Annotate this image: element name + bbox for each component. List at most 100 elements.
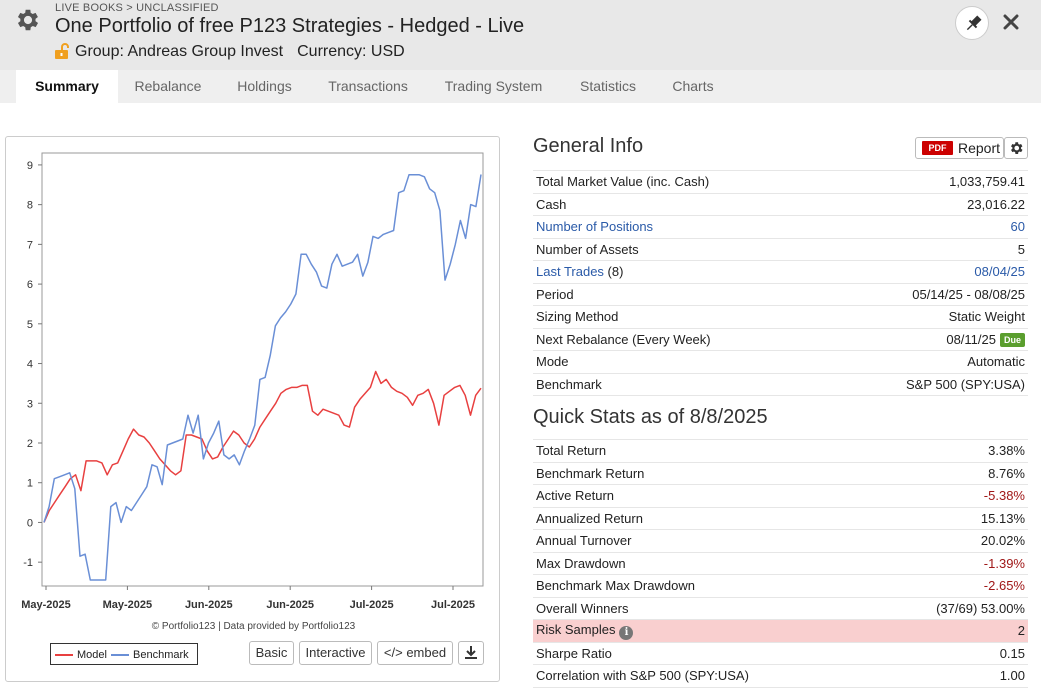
y-tick-label: 5: [27, 319, 33, 331]
row-value: 2: [878, 619, 1028, 643]
pin-icon: [966, 15, 982, 31]
x-tick-label: Jun-2025: [266, 599, 314, 611]
info-icon[interactable]: i: [619, 625, 634, 640]
portfolio-header: LIVE BOOKS > UNCLASSIFIED One Portfolio …: [0, 0, 1041, 70]
tab-transactions[interactable]: Transactions: [328, 78, 408, 94]
row-label: Annualized Return: [533, 507, 879, 530]
positions-count-link[interactable]: 60: [825, 215, 1028, 239]
table-row: Overall Winners (37/69) 53.00%: [533, 597, 1028, 620]
embed-button[interactable]: </> embed: [377, 641, 453, 665]
row-value: -5.38%: [878, 484, 1028, 508]
tab-statistics[interactable]: Statistics: [579, 78, 636, 94]
row-label: Max Drawdown: [533, 552, 879, 575]
x-tick-label: Jun-2025: [185, 599, 233, 611]
table-row: Number of Assets 5: [533, 238, 1028, 261]
row-label: Total Return: [533, 439, 879, 463]
row-value: 23,016.22: [825, 193, 1028, 216]
y-tick-label: 7: [27, 239, 33, 251]
number-of-positions-link[interactable]: Number of Positions: [533, 215, 826, 239]
report-settings-button[interactable]: [1004, 137, 1028, 159]
quick-stats-table: Total Return 3.38% Benchmark Return 8.76…: [533, 439, 1028, 688]
download-button[interactable]: [458, 641, 484, 665]
page-title: One Portfolio of free P123 Strategies - …: [55, 15, 525, 37]
pdf-badge: PDF: [922, 141, 953, 155]
tab-summary[interactable]: Summary: [16, 70, 118, 103]
row-label: Active Return: [533, 484, 879, 508]
row-label: Number of Assets: [533, 238, 826, 261]
table-row: Max Drawdown -1.39%: [533, 552, 1028, 575]
row-value: 5: [825, 238, 1028, 261]
row-value: S&P 500 (SPY:USA): [825, 373, 1028, 396]
row-value: 1.00: [878, 664, 1028, 688]
row-value-cell: 08/11/25 Due: [825, 328, 1028, 351]
last-trade-date-link[interactable]: 08/04/25: [825, 260, 1028, 284]
tab-rebalance[interactable]: Rebalance: [134, 78, 202, 94]
last-trades-link[interactable]: Last Trades: [536, 264, 604, 280]
row-value: -1.39%: [878, 552, 1028, 575]
row-label: Overall Winners: [533, 597, 879, 620]
table-row: Number of Positions 60: [533, 215, 1028, 239]
row-value: 15.13%: [878, 507, 1028, 530]
group-currency-line: Group: Andreas Group Invest Currency: USD: [75, 43, 405, 61]
table-row: Next Rebalance (Every Week) 08/11/25 Due: [533, 328, 1028, 351]
quick-stats-title: Quick Stats as of 8/8/2025: [533, 406, 768, 428]
settings-gear-icon[interactable]: [14, 6, 42, 34]
y-tick-label: 8: [27, 200, 33, 212]
legend-model[interactable]: Model: [55, 648, 107, 662]
currency-label: Currency: USD: [297, 43, 405, 60]
interactive-chart-button[interactable]: Interactive: [299, 641, 372, 665]
row-value: 8.76%: [878, 462, 1028, 485]
row-value: 05/14/25 - 08/08/25: [825, 283, 1028, 306]
series-line-model: [43, 370, 482, 523]
close-icon[interactable]: [997, 8, 1025, 36]
tab-trading-system[interactable]: Trading System: [444, 78, 543, 94]
pin-button[interactable]: [955, 6, 989, 40]
row-label: Benchmark: [533, 373, 826, 396]
general-info-table: Total Market Value (inc. Cash) 1,033,759…: [533, 170, 1028, 396]
legend-benchmark[interactable]: Benchmark: [111, 648, 189, 662]
table-row: Sharpe Ratio 0.15: [533, 642, 1028, 665]
next-rebalance-date: 08/11/25: [946, 331, 996, 347]
y-tick-label: 4: [27, 359, 33, 371]
legend-model-label: Model: [77, 649, 107, 661]
tab-holdings[interactable]: Holdings: [237, 78, 292, 94]
general-info-title: General Info: [533, 135, 644, 157]
row-label: Total Market Value (inc. Cash): [533, 170, 826, 194]
table-row: Annual Turnover 20.02%: [533, 529, 1028, 553]
row-label: Benchmark Max Drawdown: [533, 574, 879, 598]
tab-bar: Summary Rebalance Holdings Transactions …: [0, 70, 1041, 103]
row-value: 3.38%: [878, 439, 1028, 463]
row-label-cell: Risk Samples i: [533, 619, 879, 643]
table-row: Last Trades (8) 08/04/25: [533, 260, 1028, 284]
row-value: Automatic: [825, 350, 1028, 374]
row-label: Correlation with S&P 500 (SPY:USA): [533, 664, 879, 688]
row-value: 1,033,759.41: [825, 170, 1028, 194]
table-row: Correlation with S&P 500 (SPY:USA) 1.00: [533, 664, 1028, 688]
basic-chart-button[interactable]: Basic: [249, 641, 294, 665]
table-row: Benchmark Return 8.76%: [533, 462, 1028, 485]
y-tick-label: -1: [23, 557, 33, 569]
due-badge: Due: [999, 332, 1025, 347]
risk-samples-label: Risk Samples: [536, 621, 616, 637]
row-value: -2.65%: [878, 574, 1028, 598]
x-tick-label: May-2025: [103, 599, 153, 611]
y-tick-label: 6: [27, 279, 33, 291]
row-label-cell: Last Trades (8): [533, 260, 826, 284]
tab-charts[interactable]: Charts: [672, 78, 714, 94]
table-row: Annualized Return 15.13%: [533, 507, 1028, 530]
row-value: Static Weight: [825, 305, 1028, 329]
row-label: Period: [533, 283, 826, 306]
breadcrumb[interactable]: LIVE BOOKS > UNCLASSIFIED: [55, 2, 219, 14]
performance-chart[interactable]: -1 0 1 2 3 4 5 6 7 8 9 May-2025 May-2025 Jun-2025 Jun-…: [6, 137, 501, 617]
y-tick-label: 2: [27, 438, 33, 450]
x-tick-label: Jul-2025: [431, 599, 475, 611]
report-label: Report: [958, 140, 1001, 156]
table-row: Total Return 3.38%: [533, 439, 1028, 463]
table-row: Benchmark S&P 500 (SPY:USA): [533, 373, 1028, 396]
y-tick-label: 0: [27, 517, 33, 529]
y-tick-label: 1: [27, 478, 33, 490]
row-label: Annual Turnover: [533, 529, 879, 553]
pdf-report-button[interactable]: PDF Report: [915, 137, 1004, 159]
legend-model-swatch: [55, 654, 73, 657]
x-tick-label: May-2025: [21, 599, 71, 611]
